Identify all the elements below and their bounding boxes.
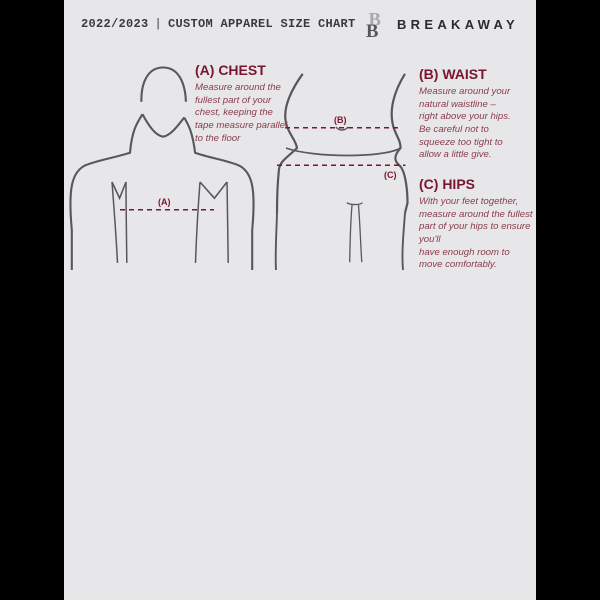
svg-text:(A): (A) — [158, 197, 171, 207]
svg-text:(B): (B) — [334, 115, 347, 125]
svg-text:(C): (C) — [384, 170, 397, 180]
svg-text:B: B — [366, 21, 378, 39]
